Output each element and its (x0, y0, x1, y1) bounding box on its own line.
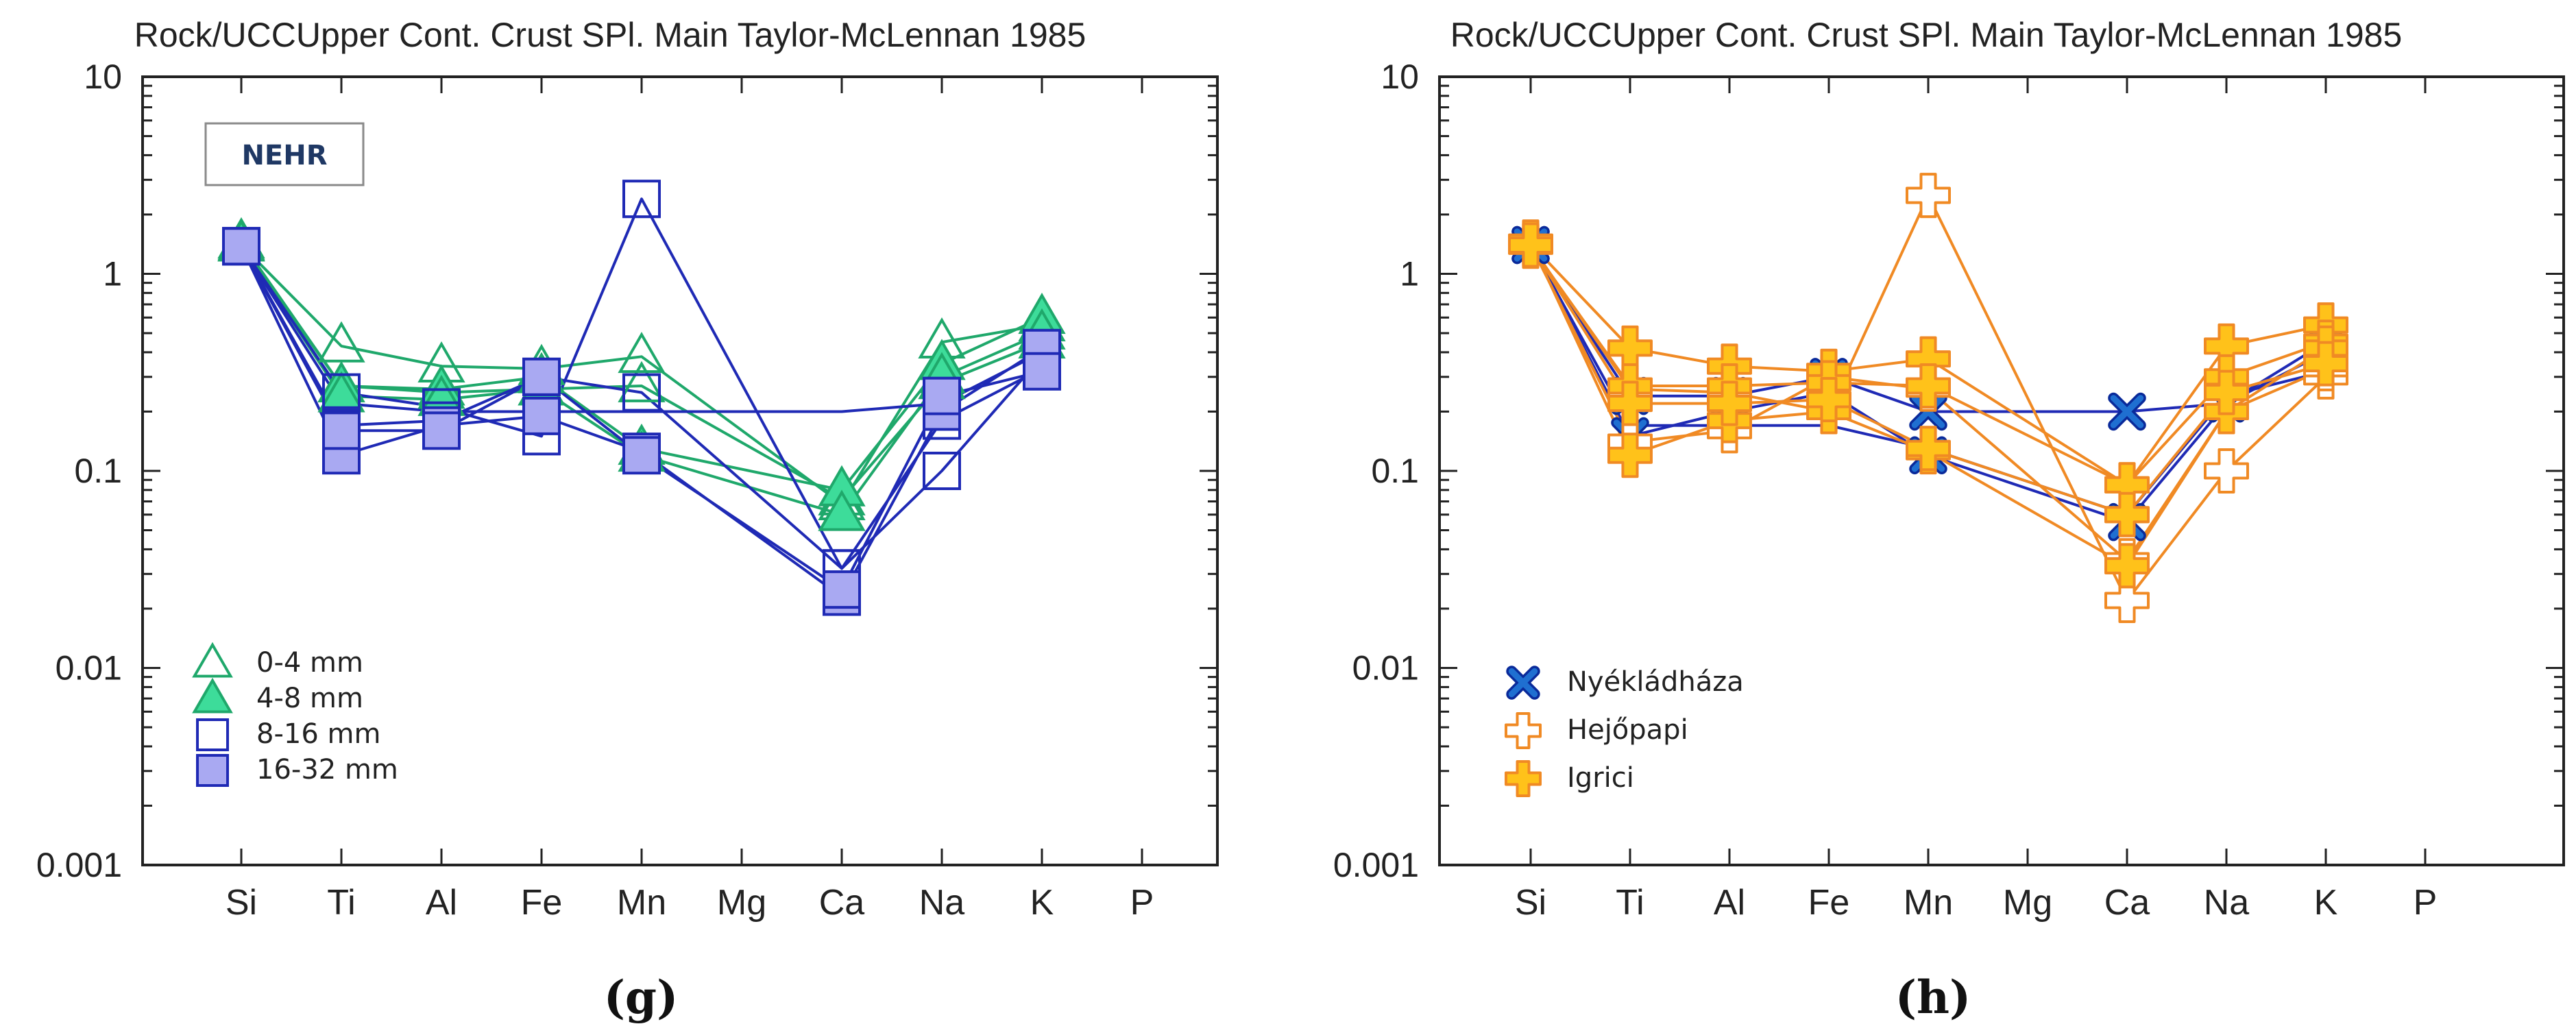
data-point (2104, 491, 2150, 537)
data-point (2104, 578, 2150, 624)
data-point (1906, 363, 1951, 409)
x-axis: Si Ti Al Fe Mn Mg Ca Na K P (1515, 77, 2437, 923)
data-point (322, 411, 361, 450)
data-point (2108, 392, 2146, 431)
y-tick-label: 0.01 (1352, 649, 1419, 687)
y-tick-label: 0.01 (56, 649, 122, 687)
panel-h: Rock/UCCUpper Cont. Crust SPl. Main Tayl… (1333, 16, 2565, 1024)
data-point (422, 411, 461, 450)
data-point (2204, 369, 2249, 415)
y-tick-label: 1 (103, 255, 122, 293)
x-tick-label: Si (226, 883, 257, 923)
legend-marker (196, 718, 229, 751)
data-point (618, 361, 666, 402)
y-tick-label: 0.001 (36, 846, 122, 884)
y-tick-label: 1 (1400, 255, 1419, 293)
data-point (317, 321, 365, 363)
data-point (618, 332, 666, 374)
legend-marker (192, 642, 233, 678)
legend-label: Nyékládháza (1567, 666, 1744, 698)
annotation-box: NEHR (204, 122, 365, 186)
data-point (322, 373, 361, 412)
y-tick-label: 0.1 (74, 452, 122, 490)
x-tick-label: Ca (819, 883, 865, 923)
data-point (1607, 380, 1653, 426)
x-tick-label: Fe (1808, 883, 1850, 923)
data-point (823, 570, 861, 609)
data-point (818, 489, 866, 531)
x-tick-label: Al (426, 883, 457, 923)
data-point (1806, 377, 1851, 423)
x-tick-label: P (2414, 883, 2438, 923)
legend-label: 0-4 mm (256, 647, 363, 679)
data-point (1906, 173, 1951, 219)
data-point (1023, 352, 1061, 391)
x-tick-label: Ti (1616, 883, 1644, 923)
data-point (222, 227, 260, 266)
data-point (923, 452, 961, 490)
legend-marker (1505, 760, 1542, 797)
legend-marker (192, 677, 233, 714)
y-axis: 0.001 0.01 0.1 1 10 (36, 58, 1217, 884)
data-point (622, 373, 661, 412)
data-point (2303, 341, 2348, 387)
chart-title: Rock/UCCUpper Cont. Crust SPl. Main Tayl… (134, 16, 1086, 54)
data-point (522, 357, 561, 396)
data-point (622, 180, 661, 219)
data-point (2204, 448, 2249, 494)
panel-label: (g) (604, 971, 679, 1024)
data-point (2104, 543, 2150, 589)
legend-label: Hejőpapi (1567, 714, 1688, 746)
series-group (1508, 173, 2348, 624)
data-point (1607, 433, 1653, 478)
x-tick-label: K (1030, 883, 1054, 923)
data-point (923, 376, 961, 415)
legend-marker (196, 754, 229, 787)
legend-label: 16-32 mm (256, 754, 398, 786)
data-point (1906, 426, 1951, 472)
y-tick-label: 10 (1381, 58, 1419, 96)
x-tick-label: Mn (1904, 883, 1953, 923)
x-axis: Si Ti Al Fe Mn Mg Ca Na K P (226, 77, 1154, 923)
y-tick-label: 10 (84, 58, 122, 96)
plot-frame (1438, 75, 2565, 866)
legend-marker (1505, 712, 1542, 749)
x-tick-label: Al (1714, 883, 1745, 923)
panel-label: (h) (1895, 971, 1971, 1024)
y-axis: 0.001 0.01 0.1 1 10 (1333, 58, 2564, 884)
series-line (240, 197, 1043, 570)
legend: 0-4 mm 4-8 mm 8-16 mm 16-32 mm (192, 642, 398, 787)
y-tick-label: 0.001 (1333, 846, 1419, 884)
x-tick-label: P (1130, 883, 1154, 923)
annotation-text: NEHR (241, 140, 327, 171)
data-point (1508, 222, 1553, 268)
legend: Nyékládháza Hejőpapi Igrici (1505, 666, 1744, 797)
series-group (217, 180, 1066, 616)
x-tick-label: Mn (617, 883, 666, 923)
chart-title: Rock/UCCUpper Cont. Crust SPl. Main Tayl… (1450, 16, 2403, 54)
x-tick-label: Ti (327, 883, 355, 923)
legend-label: Igrici (1567, 762, 1634, 794)
x-tick-label: Na (2204, 883, 2250, 923)
x-tick-label: K (2314, 883, 2338, 923)
series-line (240, 245, 1043, 598)
panel-g: Rock/UCCUpper Cont. Crust SPl. Main Tayl… (36, 16, 1219, 1024)
data-point (522, 396, 561, 435)
legend-label: 4-8 mm (256, 683, 363, 714)
x-tick-label: Si (1515, 883, 1546, 923)
data-point (1707, 380, 1752, 426)
x-tick-label: Na (919, 883, 965, 923)
legend-label: 8-16 mm (256, 718, 380, 750)
y-tick-label: 0.1 (1371, 452, 1419, 490)
x-tick-label: Mg (2003, 883, 2052, 923)
data-point (622, 436, 661, 475)
x-tick-label: Mg (717, 883, 766, 923)
x-tick-label: Ca (2104, 883, 2150, 923)
x-tick-label: Fe (521, 883, 563, 923)
series-line (240, 245, 1043, 592)
legend-marker (1506, 666, 1540, 700)
